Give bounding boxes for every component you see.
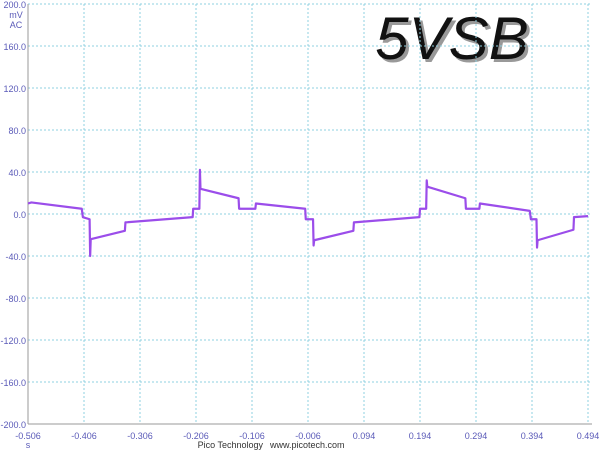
y-tick-label: -120.0 (0, 336, 26, 346)
y-tick-label: -40.0 (5, 252, 26, 262)
y-tick-label: -200.0 (0, 420, 26, 430)
x-tick-label: 0.094 (353, 431, 376, 441)
chart-title-shadow: 5VSB (378, 8, 531, 75)
x-tick-label: -0.506 (15, 431, 41, 441)
x-tick-label: -0.006 (295, 431, 321, 441)
url: www.picotech.com (269, 440, 345, 450)
y-tick-label: 200.0 (3, 0, 26, 10)
y-tick-label: -80.0 (5, 294, 26, 304)
x-tick-label: -0.106 (239, 431, 265, 441)
y-tick-label: 80.0 (8, 126, 26, 136)
y-tick-label: 40.0 (8, 168, 26, 178)
x-unit: s (26, 440, 31, 450)
x-tick-label: 0.494 (577, 431, 600, 441)
y-tick-label: 160.0 (3, 42, 26, 52)
y-unit: AC (10, 20, 23, 30)
y-unit: mV (9, 10, 23, 20)
x-tick-label: -0.406 (71, 431, 97, 441)
x-tick-label: 0.294 (465, 431, 488, 441)
y-tick-label: 0.0 (13, 210, 26, 220)
x-tick-label: -0.206 (183, 431, 209, 441)
y-tick-label: -160.0 (0, 378, 26, 388)
x-tick-label: 0.194 (409, 431, 432, 441)
y-tick-label: 120.0 (3, 84, 26, 94)
trace (27, 168, 589, 258)
x-tick-label: 0.394 (521, 431, 544, 441)
source: Pico Technology (198, 440, 264, 450)
chart-title: 5VSB (375, 5, 528, 72)
x-tick-label: -0.306 (127, 431, 153, 441)
